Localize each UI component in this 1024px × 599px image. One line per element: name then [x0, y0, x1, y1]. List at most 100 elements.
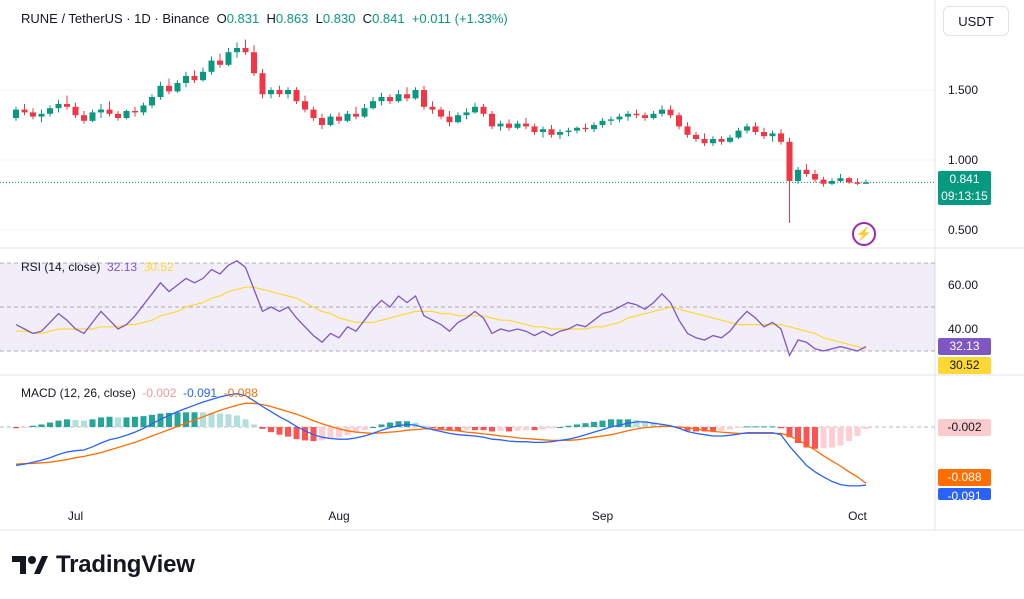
candle-body — [319, 118, 325, 125]
candle-body — [854, 182, 861, 184]
macd-histogram-bar — [242, 419, 249, 427]
close-value: 0.841 — [372, 11, 405, 26]
candle-body — [285, 90, 291, 95]
last-price-value: 0.841 — [949, 172, 980, 186]
candle-body — [608, 119, 614, 121]
candle-body — [599, 120, 606, 125]
candle-body — [217, 60, 223, 65]
macd-histogram-bar — [38, 424, 45, 427]
countdown-value: 09:13:15 — [941, 189, 988, 203]
candle-body — [633, 113, 640, 116]
macd-histogram-bar — [259, 427, 266, 429]
candle-body — [531, 126, 538, 132]
macd-histogram-bar — [761, 426, 767, 428]
candle-body — [183, 76, 189, 83]
macd-legend[interactable]: MACD (12, 26, close) -0.002 -0.091 -0.08… — [21, 386, 258, 400]
candle-body — [115, 113, 121, 118]
candle-body — [565, 130, 572, 132]
candle-body — [225, 52, 232, 65]
macd-histogram-bar — [13, 427, 19, 429]
currency-button[interactable]: USDT — [943, 6, 1009, 36]
macd-histogram-bar — [565, 425, 572, 427]
logo-text: TradingView — [56, 551, 195, 578]
candle-body — [166, 85, 172, 92]
macd-histogram-bar — [786, 427, 793, 438]
rsi-badge: 32.13 — [938, 338, 991, 355]
candle-body — [191, 76, 198, 81]
macd-histogram-bar — [837, 427, 844, 446]
candle-body — [13, 109, 19, 118]
macd-histogram-bar — [531, 427, 538, 431]
macd-histogram-bar — [506, 427, 512, 432]
macd-histogram-bar — [81, 420, 87, 427]
macd-histogram-bar — [582, 423, 589, 427]
candle-body — [438, 109, 444, 117]
macd-histogram-bar — [854, 427, 861, 436]
macd-hist-badge: -0.002 — [938, 419, 991, 436]
candle-body — [378, 97, 385, 102]
macd-histogram-bar — [633, 419, 640, 427]
macd-histogram-bar — [72, 419, 79, 427]
macd-histogram-bar — [370, 427, 376, 428]
macd-histogram-bar — [64, 419, 70, 427]
time-tick-label: Aug — [328, 509, 349, 523]
macd-histogram-bar — [293, 427, 300, 440]
symbol-info[interactable]: RUNE / TetherUS · 1D · Binance — [21, 11, 210, 26]
candle-body — [251, 52, 257, 74]
candle-body — [242, 48, 249, 53]
candle-body — [446, 116, 453, 123]
candle-body — [650, 113, 657, 118]
macd-histogram-bar — [497, 427, 504, 431]
macd-histogram-bar — [574, 424, 580, 427]
rsi-line — [15, 260, 867, 358]
candle-body — [540, 129, 546, 132]
macd-histogram-bar — [30, 425, 36, 427]
macd-histogram-bar — [200, 412, 206, 427]
candle-body — [820, 179, 827, 184]
macd-histogram-bar — [123, 417, 130, 427]
candle-body — [259, 73, 266, 95]
candle-body — [370, 101, 376, 109]
candle-body — [752, 126, 759, 132]
candle-body — [676, 115, 682, 127]
macd-histogram-bar — [140, 416, 147, 427]
tradingview-logo[interactable]: TradingView — [12, 551, 195, 579]
candle-body — [106, 109, 113, 114]
candle-body — [480, 106, 487, 114]
macd-histogram-bar — [378, 424, 385, 427]
time-tick-label: Jul — [68, 509, 83, 523]
macd-histogram-bar — [744, 426, 750, 428]
macd-histogram-bar — [795, 427, 801, 443]
time-tick-label: Sep — [592, 509, 614, 523]
candle-body — [837, 178, 844, 181]
candle-body — [421, 90, 427, 107]
price-tick-label: 1.000 — [948, 153, 978, 167]
candle-body — [829, 181, 835, 184]
macd-histogram-bar — [727, 427, 733, 430]
candle-body — [523, 123, 529, 127]
rsi-tick-label: 60.00 — [948, 278, 978, 292]
candle-body — [548, 129, 555, 135]
macd-histogram-bar — [183, 412, 189, 427]
candle-body — [727, 137, 733, 142]
low-label: L — [315, 11, 323, 26]
high-value: 0.863 — [275, 11, 309, 26]
candle-body — [574, 127, 580, 131]
macd-histogram-bar — [395, 421, 402, 427]
close-label: C — [362, 11, 373, 26]
rsi-legend[interactable]: RSI (14, close) 32.13 30.52 — [21, 260, 174, 274]
lightning-icon[interactable]: ⚡ — [852, 222, 876, 246]
candle-body — [489, 113, 495, 127]
macd-histogram-bar — [463, 427, 470, 431]
macd-histogram-bar — [268, 427, 274, 433]
macd-histogram-bar — [276, 427, 283, 435]
candle-body — [293, 90, 300, 102]
macd-histogram-bar — [421, 425, 427, 427]
macd-signal-badge: -0.088 — [938, 469, 991, 486]
open-label: O — [216, 11, 227, 26]
candle-body — [667, 109, 674, 116]
time-tick-label: Oct — [848, 509, 867, 523]
candle-body — [710, 139, 716, 144]
macd-histogram-bar — [89, 419, 96, 427]
